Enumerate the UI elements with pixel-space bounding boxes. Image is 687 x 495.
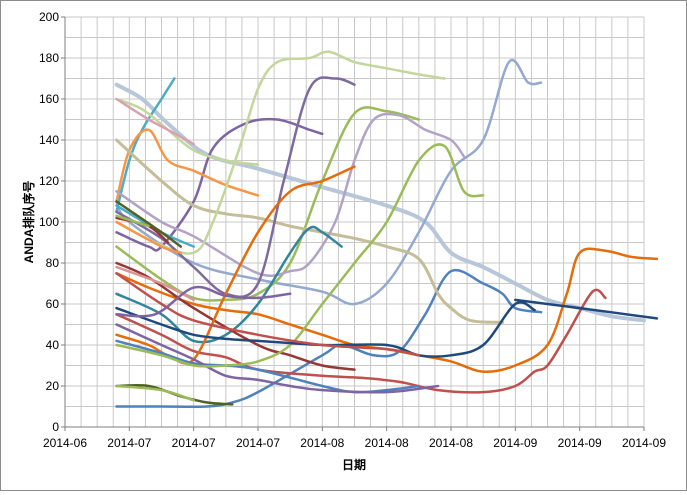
x-tick-label: 2014-07 [172,436,216,450]
x-tick-label: 2014-08 [429,436,473,450]
y-tick-label: 140 [39,133,59,147]
y-tick-label: 60 [46,297,60,311]
grid [64,16,645,428]
series-line-11 [115,138,504,324]
series-line-31 [115,200,183,248]
series-line-16 [115,225,343,344]
x-tick-label: 2014-09 [622,436,666,450]
series-line-7 [115,77,176,214]
x-axis-title: 日期 [342,457,366,472]
x-tick-label: 2014-08 [365,436,409,450]
y-tick-labels: 0 20 40 60 80 100 120 140 160 180 200 [39,10,65,434]
series-lines [114,50,659,409]
series-line-21 [115,165,356,365]
y-tick-label: 160 [39,92,59,106]
series-line-14 [115,76,356,298]
series-line-18 [115,265,195,302]
series-line-12 [115,112,466,277]
y-tick-label: 20 [46,379,60,393]
series-line-27 [115,285,292,318]
series-line-32 [115,214,150,228]
y-tick-label: 120 [39,174,59,188]
y-tick-label: 80 [46,256,60,270]
series-line-13 [115,50,446,255]
series-line-29 [115,220,183,255]
y-tick-label: 0 [52,420,59,434]
series-line-26 [115,272,421,357]
series-line-25 [115,301,536,358]
y-axis-title: ANDA排队序号 [21,181,36,264]
series-line-23 [115,323,440,394]
x-tick-label: 2014-07 [236,436,280,450]
series-line-9 [115,97,260,166]
series-line-24 [115,143,485,368]
x-tick-label: 2014-08 [300,436,344,450]
y-tick-label: 100 [39,215,59,229]
x-tick-label: 2014-06 [43,436,87,450]
x-tick-label: 2014-07 [107,436,151,450]
y-tick-label: 180 [39,51,59,65]
series-line-2 [115,58,543,306]
series-line-33 [514,298,659,320]
series-line-3 [115,268,543,409]
series-line-6 [115,117,324,252]
series-line-10 [115,97,195,146]
series-line-20 [115,384,195,402]
x-tick-labels: 2014-06 2014-07 2014-07 2014-07 2014-08 2014-… [43,427,666,450]
x-tick-label: 2014-09 [493,436,537,450]
y-tick-label: 200 [39,10,59,24]
x-tick-label: 2014-09 [558,436,602,450]
y-tick-label: 40 [46,338,60,352]
